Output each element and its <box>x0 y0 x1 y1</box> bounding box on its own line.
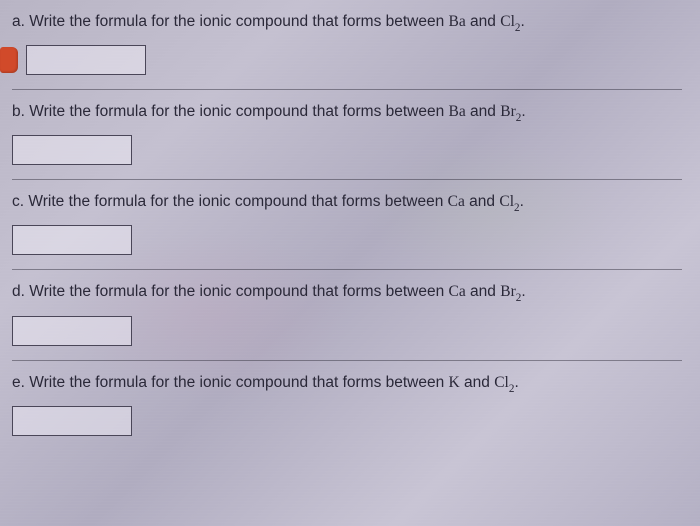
question-suffix: . <box>521 103 525 120</box>
question-suffix: . <box>520 193 524 210</box>
element-2-base: Cl <box>500 13 515 30</box>
question-suffix: . <box>520 13 524 30</box>
question-letter: b <box>12 103 21 120</box>
element-2-subscript: 2 <box>509 383 515 395</box>
question-letter: d <box>12 283 21 300</box>
quiz-container: a. Write the formula for the ionic compo… <box>0 0 700 462</box>
element-2: Cl2 <box>494 374 514 391</box>
question-suffix: . <box>521 283 525 300</box>
element-2: Br2 <box>500 283 521 300</box>
element-2-base: Br <box>500 283 516 300</box>
element-2-base: Cl <box>499 193 514 210</box>
question-c: c. Write the formula for the ionic compo… <box>12 192 682 255</box>
question-d: d. Write the formula for the ionic compo… <box>12 282 682 345</box>
question-divider <box>12 179 682 180</box>
element-2: Cl2 <box>500 13 520 30</box>
marker-tab-icon <box>0 47 18 73</box>
question-prefix-text: Write the formula for the ionic compound… <box>29 374 448 391</box>
separator-text: and <box>465 193 499 210</box>
question-letter: e <box>12 374 21 391</box>
element-2-subscript: 2 <box>516 292 522 304</box>
answer-row-d <box>12 316 682 346</box>
question-e: e. Write the formula for the ionic compo… <box>12 373 682 436</box>
question-letter: c <box>12 193 20 210</box>
question-divider <box>12 360 682 361</box>
question-prompt-a: a. Write the formula for the ionic compo… <box>12 12 682 35</box>
element-2-base: Cl <box>494 374 509 391</box>
question-prompt-d: d. Write the formula for the ionic compo… <box>12 282 682 305</box>
answer-row-a <box>12 45 682 75</box>
question-b: b. Write the formula for the ionic compo… <box>12 102 682 165</box>
answer-input-a[interactable] <box>26 45 146 75</box>
question-prefix-text: Write the formula for the ionic compound… <box>29 283 448 300</box>
separator-text: and <box>460 374 494 391</box>
question-prompt-c: c. Write the formula for the ionic compo… <box>12 192 682 215</box>
separator-text: and <box>466 283 500 300</box>
question-divider <box>12 269 682 270</box>
separator-text: and <box>466 13 500 30</box>
element-2: Cl2 <box>499 193 519 210</box>
element-1: Ba <box>449 13 466 30</box>
element-2-subscript: 2 <box>515 22 521 34</box>
answer-input-b[interactable] <box>12 135 132 165</box>
answer-input-c[interactable] <box>12 225 132 255</box>
question-prefix-text: Write the formula for the ionic compound… <box>29 13 448 30</box>
question-prompt-b: b. Write the formula for the ionic compo… <box>12 102 682 125</box>
element-2-base: Br <box>500 103 516 120</box>
question-suffix: . <box>514 374 518 391</box>
question-prefix-text: Write the formula for the ionic compound… <box>29 103 448 120</box>
element-1: K <box>449 374 460 391</box>
separator-text: and <box>466 103 500 120</box>
answer-row-e <box>12 406 682 436</box>
question-prompt-e: e. Write the formula for the ionic compo… <box>12 373 682 396</box>
question-letter: a <box>12 13 21 30</box>
element-2: Br2 <box>500 103 521 120</box>
answer-input-d[interactable] <box>12 316 132 346</box>
element-1: Ca <box>449 283 466 300</box>
answer-row-b <box>12 135 682 165</box>
question-prefix-text: Write the formula for the ionic compound… <box>28 193 447 210</box>
element-1: Ba <box>449 103 466 120</box>
answer-input-e[interactable] <box>12 406 132 436</box>
element-2-subscript: 2 <box>514 202 520 214</box>
element-2-subscript: 2 <box>516 112 522 124</box>
answer-row-c <box>12 225 682 255</box>
element-1: Ca <box>448 193 465 210</box>
question-divider <box>12 89 682 90</box>
question-a: a. Write the formula for the ionic compo… <box>12 12 682 75</box>
